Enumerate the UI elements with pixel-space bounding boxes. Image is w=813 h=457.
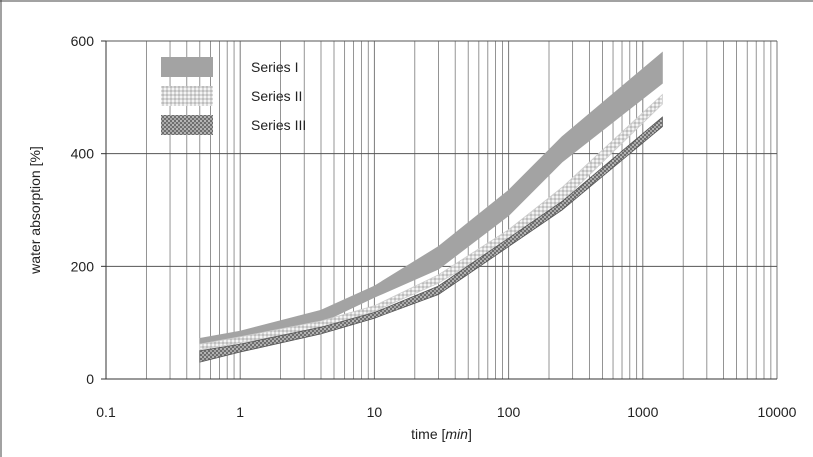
legend-label-3: Series III — [251, 117, 306, 133]
x-axis-label: time [min] — [411, 426, 472, 442]
y-tick-label: 0 — [86, 371, 94, 387]
x-axis-label-suffix: ] — [468, 426, 472, 442]
x-tick-labels: 0.1 1 10 100 1000 10000 — [96, 404, 796, 420]
legend-swatch-2 — [161, 86, 213, 106]
axes — [101, 40, 777, 380]
x-tick-label: 0.1 — [96, 404, 116, 420]
legend-swatch-3 — [161, 115, 213, 135]
legend: Series I Series II Series III — [161, 57, 306, 135]
y-tick-label: 200 — [71, 258, 95, 274]
y-tick-labels: 0 200 400 600 — [71, 33, 95, 387]
x-tick-label: 10000 — [758, 404, 797, 420]
x-tick-label: 1000 — [627, 404, 658, 420]
legend-label-1: Series I — [251, 59, 298, 75]
x-tick-label: 10 — [367, 404, 383, 420]
x-axis-label-prefix: time [ — [411, 426, 445, 442]
x-axis-label-unit: min — [445, 426, 468, 442]
series-areas — [199, 51, 663, 363]
series-band-3 — [199, 116, 663, 363]
y-axis-label: water absorption [%] — [27, 146, 43, 275]
x-tick-label: 1 — [236, 404, 244, 420]
legend-swatch-1 — [161, 57, 213, 77]
x-tick-label: 100 — [497, 404, 521, 420]
legend-label-2: Series II — [251, 88, 302, 104]
y-tick-label: 400 — [71, 146, 95, 162]
y-tick-label: 600 — [71, 33, 95, 49]
